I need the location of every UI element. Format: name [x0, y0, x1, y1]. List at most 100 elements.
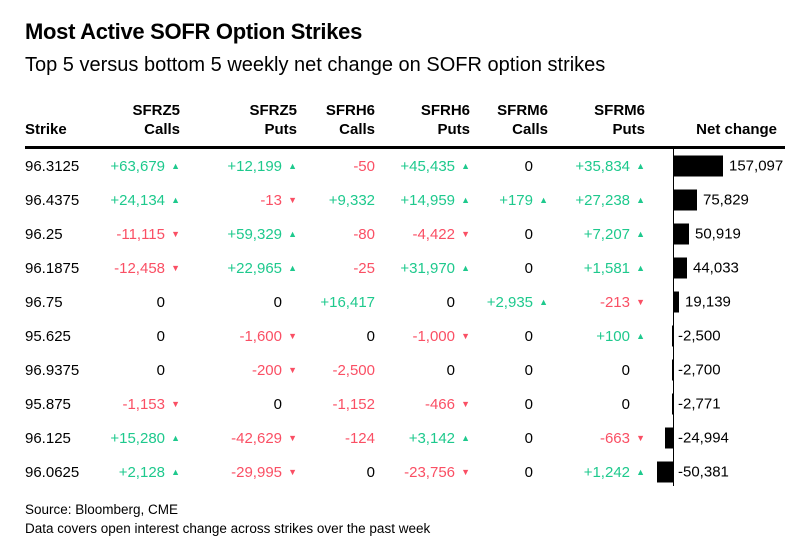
net-change-cell-value: +22,965 — [227, 259, 282, 277]
table-row: 96.4375 +24,134 ▲ -13 ▼ +9,332 +14,959 ▲ +179 ▲ +2… — [25, 183, 785, 217]
net-change-cell-value: -13 — [260, 191, 282, 209]
net-change-value: 75,829 — [703, 191, 749, 209]
net-change-bar — [672, 325, 673, 347]
cell-sfrz5-puts: +12,199 ▲ — [180, 158, 297, 175]
net-change-cell-value: 0 — [156, 293, 165, 311]
net-change-cell-value: -1,153 — [122, 395, 165, 413]
cell-sfrz5-puts: -29,995 ▼ — [180, 464, 297, 481]
down-arrow-icon: ▼ — [171, 228, 180, 239]
net-change-cell-value: 0 — [621, 395, 630, 413]
cell-sfrm6-calls: 0 — [470, 226, 548, 243]
column-header-sfrm6-puts: SFRM6 Puts — [594, 102, 645, 138]
net-change-value: 19,139 — [685, 293, 731, 311]
net-change-cell-value: 0 — [524, 327, 533, 345]
net-change-cell-value: 0 — [524, 463, 533, 481]
cell-sfrh6-calls: 0 — [297, 328, 375, 345]
cell-sfrh6-puts: +3,142 ▲ — [375, 430, 470, 447]
cell-sfrh6-puts: 0 — [375, 362, 470, 379]
net-change-cell-value: +15,280 — [110, 429, 165, 447]
cell-sfrh6-puts: 0 — [375, 294, 470, 311]
down-arrow-icon: ▼ — [288, 432, 297, 443]
net-change-cell: -50,381 — [645, 455, 785, 489]
cell-sfrm6-puts: +7,207 ▲ — [548, 226, 645, 243]
column-header-sfrh6-calls: SFRH6 Calls — [325, 102, 375, 138]
cell-sfrz5-calls: 0 — [95, 362, 180, 379]
net-change-cell-value: 0 — [446, 293, 455, 311]
net-change-bar — [673, 257, 687, 279]
cell-sfrz5-calls: +63,679 ▲ — [95, 158, 180, 175]
net-change-bar — [672, 393, 673, 415]
down-arrow-icon: ▼ — [461, 398, 470, 409]
net-change-cell-value: +24,134 — [110, 191, 165, 209]
cell-sfrz5-calls: +15,280 ▲ — [95, 430, 180, 447]
cell-sfrm6-puts: +100 ▲ — [548, 328, 645, 345]
net-change-cell-value: -1,152 — [332, 395, 375, 413]
up-arrow-icon: ▲ — [636, 160, 645, 171]
net-change-cell-value: -11,115 — [116, 225, 165, 243]
cell-sfrm6-puts: 0 — [548, 396, 645, 413]
cell-sfrm6-calls: 0 — [470, 396, 548, 413]
up-arrow-icon: ▲ — [461, 432, 470, 443]
net-change-cell-value: 0 — [524, 225, 533, 243]
net-change-cell-value: +2,935 — [486, 293, 533, 311]
cell-sfrz5-puts: +22,965 ▲ — [180, 260, 297, 277]
strike-value: 96.75 — [25, 293, 63, 311]
net-change-cell: -24,994 — [645, 421, 785, 455]
net-change-value: -2,500 — [678, 327, 721, 345]
net-change-cell-value: +3,142 — [408, 429, 455, 447]
net-change-cell-value: 0 — [366, 463, 375, 481]
net-change-cell: -2,771 — [645, 387, 785, 421]
net-change-cell-value: -42,629 — [231, 429, 282, 447]
net-change-value: 44,033 — [693, 259, 739, 277]
cell-sfrm6-puts: +1,581 ▲ — [548, 260, 645, 277]
down-arrow-icon: ▼ — [288, 466, 297, 477]
net-change-cell-value: +27,238 — [575, 191, 630, 209]
up-arrow-icon: ▲ — [636, 262, 645, 273]
up-arrow-icon: ▲ — [539, 194, 548, 205]
net-change-cell-value: 0 — [524, 259, 533, 277]
up-arrow-icon: ▲ — [636, 466, 645, 477]
net-change-cell-value: -12,458 — [114, 259, 165, 277]
cell-sfrz5-puts: 0 — [180, 294, 297, 311]
strike-value: 96.4375 — [25, 191, 80, 209]
strike-value: 95.625 — [25, 327, 71, 345]
down-arrow-icon: ▼ — [461, 466, 470, 477]
chart-footer: Source: Bloomberg, CME Data covers open … — [25, 500, 803, 538]
net-change-cell-value: -50 — [353, 157, 375, 175]
net-change-cell: 44,033 — [645, 251, 785, 285]
net-change-cell-value: +7,207 — [583, 225, 630, 243]
zero-axis-line — [673, 149, 674, 486]
net-change-value: -50,381 — [678, 463, 729, 481]
net-change-cell-value: +35,834 — [575, 157, 630, 175]
cell-sfrm6-calls: +2,935 ▲ — [470, 294, 548, 311]
net-change-cell-value: -1,000 — [412, 327, 455, 345]
net-change-cell-value: +12,199 — [227, 157, 282, 175]
net-change-cell-value: 0 — [524, 395, 533, 413]
net-change-cell: 19,139 — [645, 285, 785, 319]
cell-sfrm6-puts: -663 ▼ — [548, 430, 645, 447]
up-arrow-icon: ▲ — [171, 160, 180, 171]
cell-sfrm6-puts: +1,242 ▲ — [548, 464, 645, 481]
table-row: 96.75 0 0 +16,417 0 +2,935 ▲ -213 ▼ 19,139 — [25, 285, 785, 319]
up-arrow-icon: ▲ — [636, 228, 645, 239]
net-change-cell-value: -466 — [424, 395, 455, 413]
net-change-bar — [673, 155, 723, 177]
cell-sfrh6-calls: +9,332 — [297, 192, 375, 209]
cell-sfrh6-puts: -23,756 ▼ — [375, 464, 470, 481]
net-change-cell-value: +9,332 — [328, 191, 375, 209]
table-row: 96.1875 -12,458 ▼ +22,965 ▲ -25 +31,970 ▲ 0 +1,58… — [25, 251, 785, 285]
net-change-cell-value: +14,959 — [400, 191, 455, 209]
up-arrow-icon: ▲ — [539, 296, 548, 307]
net-change-bar — [673, 189, 697, 211]
strike-value: 95.875 — [25, 395, 71, 413]
down-arrow-icon: ▼ — [288, 330, 297, 341]
cell-sfrh6-puts: +31,970 ▲ — [375, 260, 470, 277]
strike-value: 96.3125 — [25, 157, 80, 175]
cell-sfrz5-calls: -11,115 ▼ — [95, 226, 180, 243]
source-note: Source: Bloomberg, CME — [25, 502, 179, 517]
net-change-cell-value: 0 — [621, 361, 630, 379]
net-change-cell-value: +100 — [596, 327, 630, 345]
net-change-cell-value: -200 — [251, 361, 282, 379]
net-change-cell-value: 0 — [156, 361, 165, 379]
down-arrow-icon: ▼ — [288, 194, 297, 205]
